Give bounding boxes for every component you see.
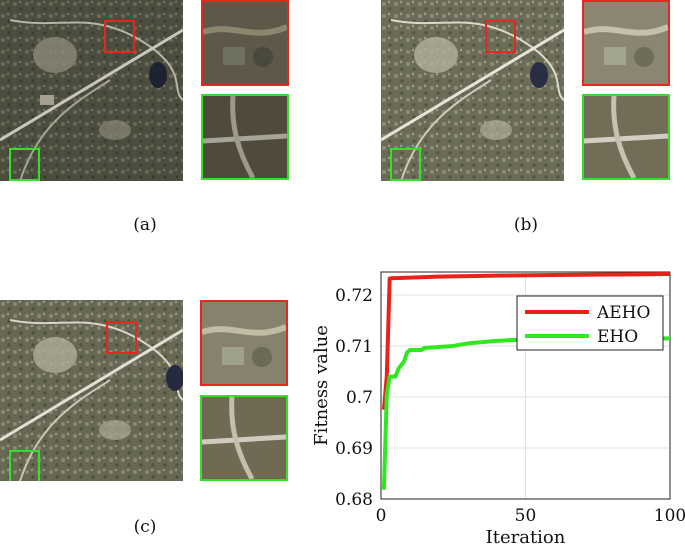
green-roi-box-b — [390, 148, 421, 181]
chart-grid — [380, 272, 671, 500]
red-zoom-a — [201, 0, 289, 86]
legend-label-aeho: AEHO — [596, 303, 650, 323]
green-roi-box-c — [9, 450, 40, 481]
green-zoom-c — [200, 395, 288, 481]
satellite-image-c — [0, 300, 183, 481]
y-tick-label: 0.68 — [335, 490, 373, 510]
x-tick-label: 0 — [376, 506, 387, 526]
red-zoom-b — [582, 0, 670, 86]
legend-box — [516, 295, 664, 351]
y-tick-label: 0.7 — [346, 388, 373, 408]
caption-b: (b) — [513, 215, 539, 235]
green-zoom-b — [582, 94, 670, 180]
caption-c: (c) — [133, 517, 157, 537]
y-tick-label: 0.71 — [335, 337, 373, 357]
red-roi-box-c — [106, 321, 137, 354]
satellite-image-b — [381, 0, 564, 181]
chart-legend: AEHO EHO — [516, 295, 664, 351]
x-tick-label: 100 — [654, 506, 685, 526]
green-zoom-a — [201, 94, 289, 180]
green-roi-box-a — [9, 148, 40, 181]
y-tick-label: 0.69 — [335, 439, 373, 459]
chart-ticks: 0 50 100 0.68 0.69 0.7 0.71 0.72 — [335, 286, 685, 526]
red-zoom-c — [200, 300, 288, 386]
series-line-eho — [381, 336, 671, 490]
chart-frame — [380, 271, 671, 500]
red-roi-box-b — [485, 20, 516, 53]
y-axis-label: Fitness value — [311, 325, 332, 446]
chart-series — [381, 272, 671, 490]
legend-label-eho: EHO — [597, 327, 638, 347]
series-line-aeho — [381, 272, 671, 410]
satellite-image-a — [0, 0, 183, 181]
x-tick-label: 50 — [515, 506, 537, 526]
y-tick-label: 0.72 — [335, 286, 373, 306]
caption-a: (a) — [133, 215, 157, 235]
x-axis-label: Iteration — [486, 527, 566, 548]
red-roi-box-a — [104, 20, 135, 53]
